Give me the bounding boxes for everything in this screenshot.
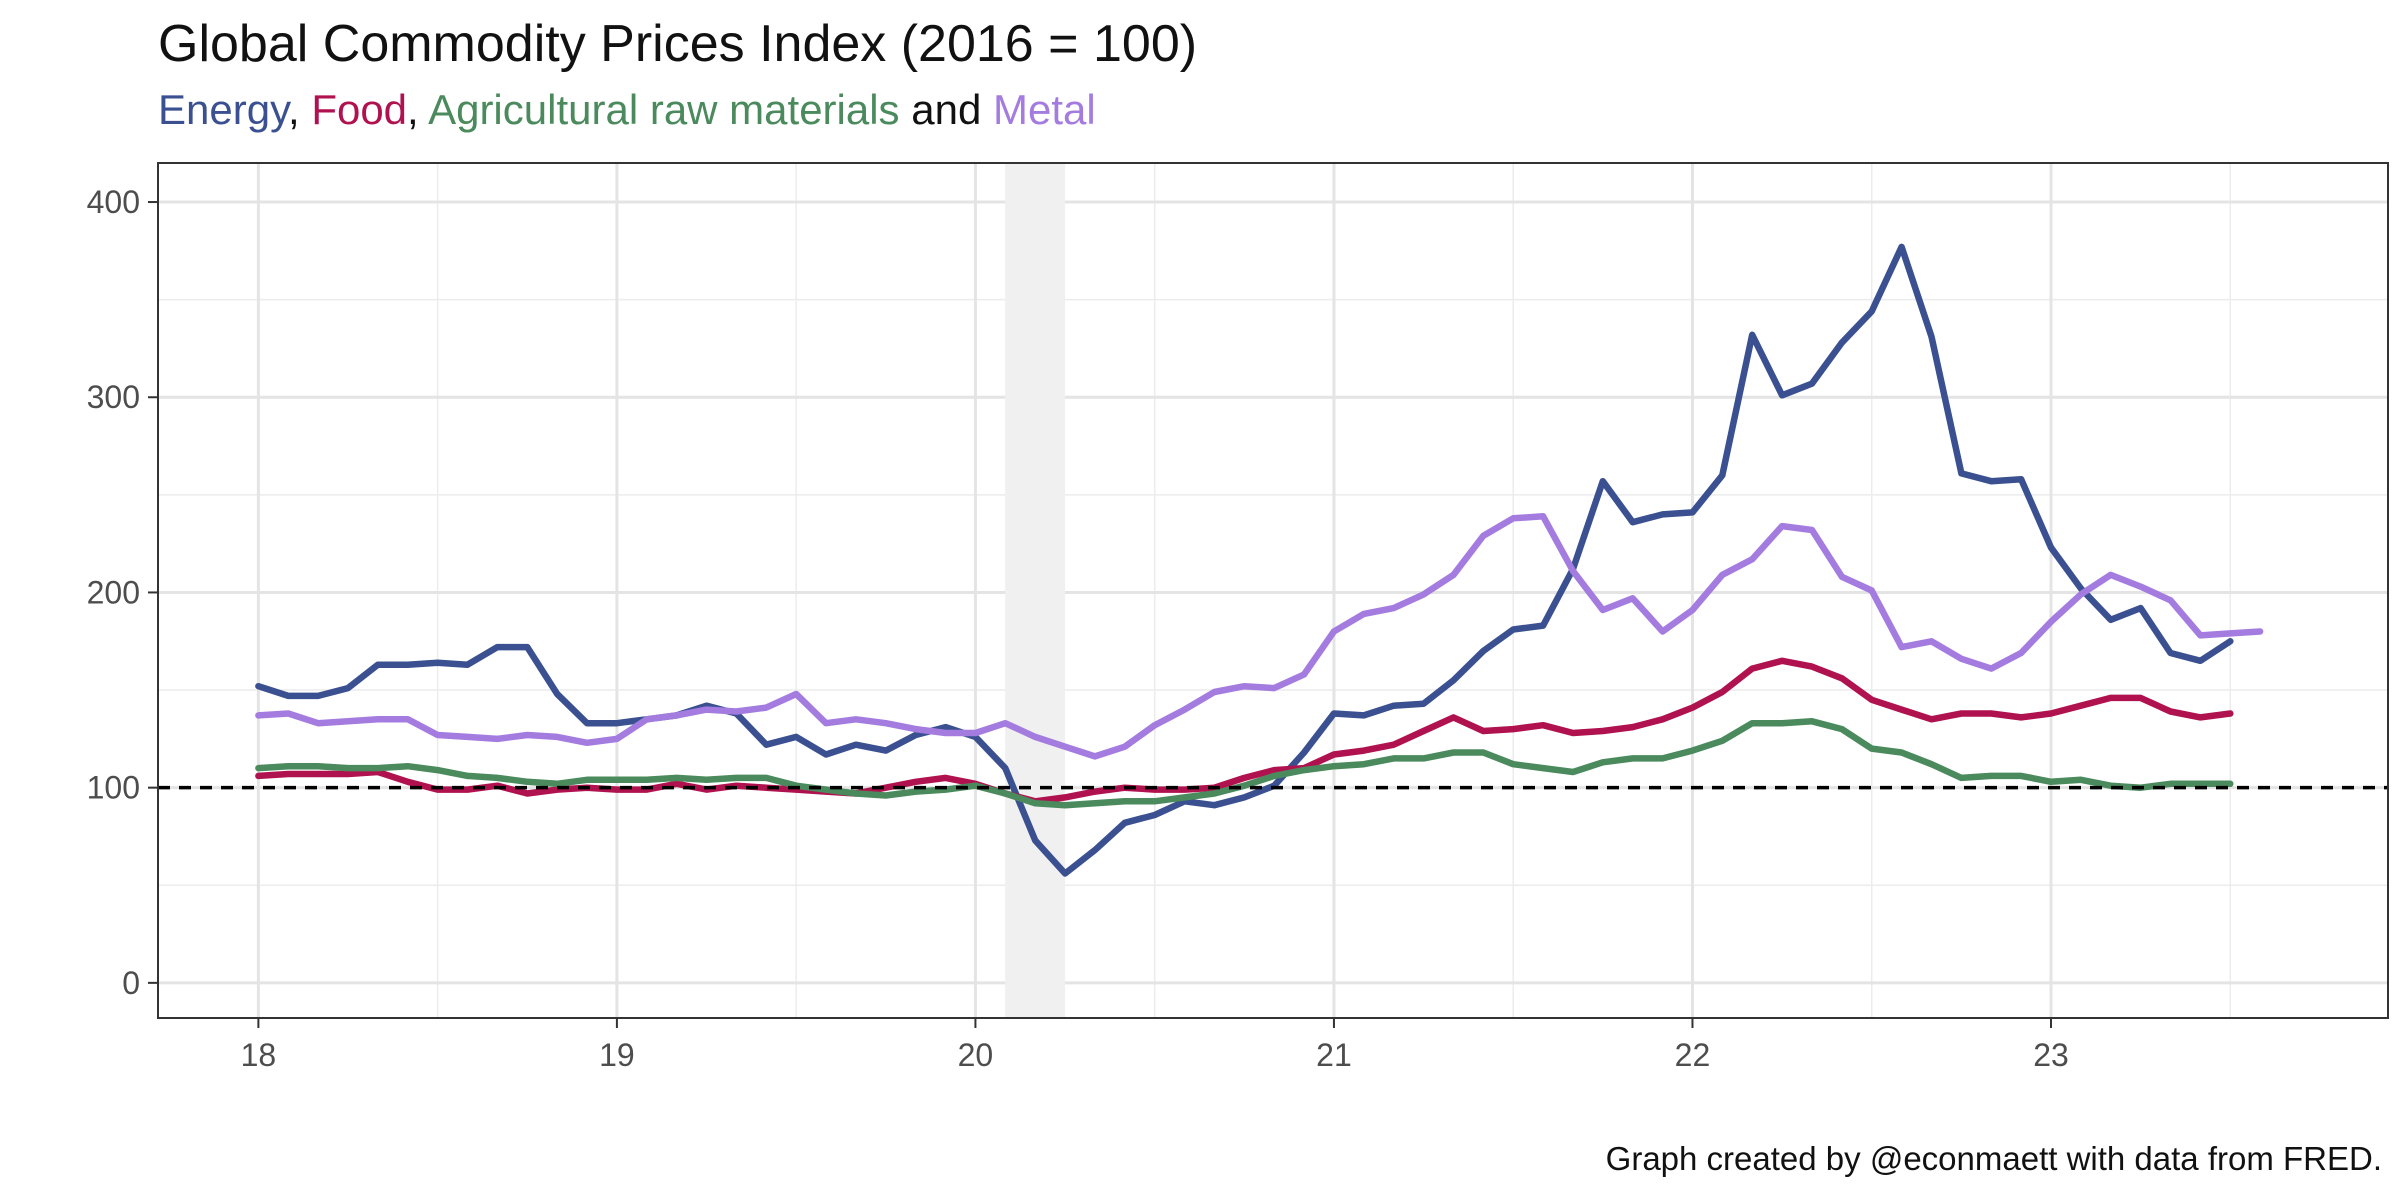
- subtitle-part: and: [899, 86, 993, 133]
- subtitle-part: Agricultural raw materials: [428, 86, 900, 133]
- subtitle-part: Energy: [158, 86, 288, 133]
- x-tick-label: 18: [241, 1037, 277, 1073]
- y-tick-label: 100: [87, 770, 140, 806]
- y-tick-label: 300: [87, 379, 140, 415]
- series-line-3: [255, 513, 2264, 760]
- series-line-2: [255, 718, 2234, 809]
- subtitle-part: ,: [287, 86, 312, 133]
- series-line-0: [255, 243, 2234, 877]
- subtitle-part: Food: [311, 86, 408, 133]
- x-tick-label: 21: [1316, 1037, 1352, 1073]
- x-tick-label: 19: [599, 1037, 635, 1073]
- plot-border: [157, 162, 2389, 1019]
- x-tick-label: 23: [2033, 1037, 2069, 1073]
- chart-title: Global Commodity Prices Index (2016 = 10…: [158, 15, 1198, 73]
- recession-shading: [1005, 163, 1066, 1018]
- y-tick-label: 200: [87, 574, 140, 610]
- y-axis: 0 100 200 300 400: [87, 184, 158, 1001]
- y-tick-label: 0: [122, 965, 140, 1001]
- subtitle-part: ,: [407, 86, 429, 133]
- chart-subtitle: Energy, Food, Agricultural raw materials…: [158, 86, 1096, 134]
- x-tick-label: 20: [958, 1037, 994, 1073]
- y-tick-label: 400: [87, 184, 140, 220]
- plot-panel: [158, 163, 2388, 1018]
- x-tick-label: 22: [1675, 1037, 1711, 1073]
- chart-caption: Graph created by @econmaett with data fr…: [1605, 1140, 2382, 1177]
- x-axis: 18 19 20 21 22 23: [241, 1018, 2069, 1073]
- subtitle-part: Metal: [992, 86, 1096, 133]
